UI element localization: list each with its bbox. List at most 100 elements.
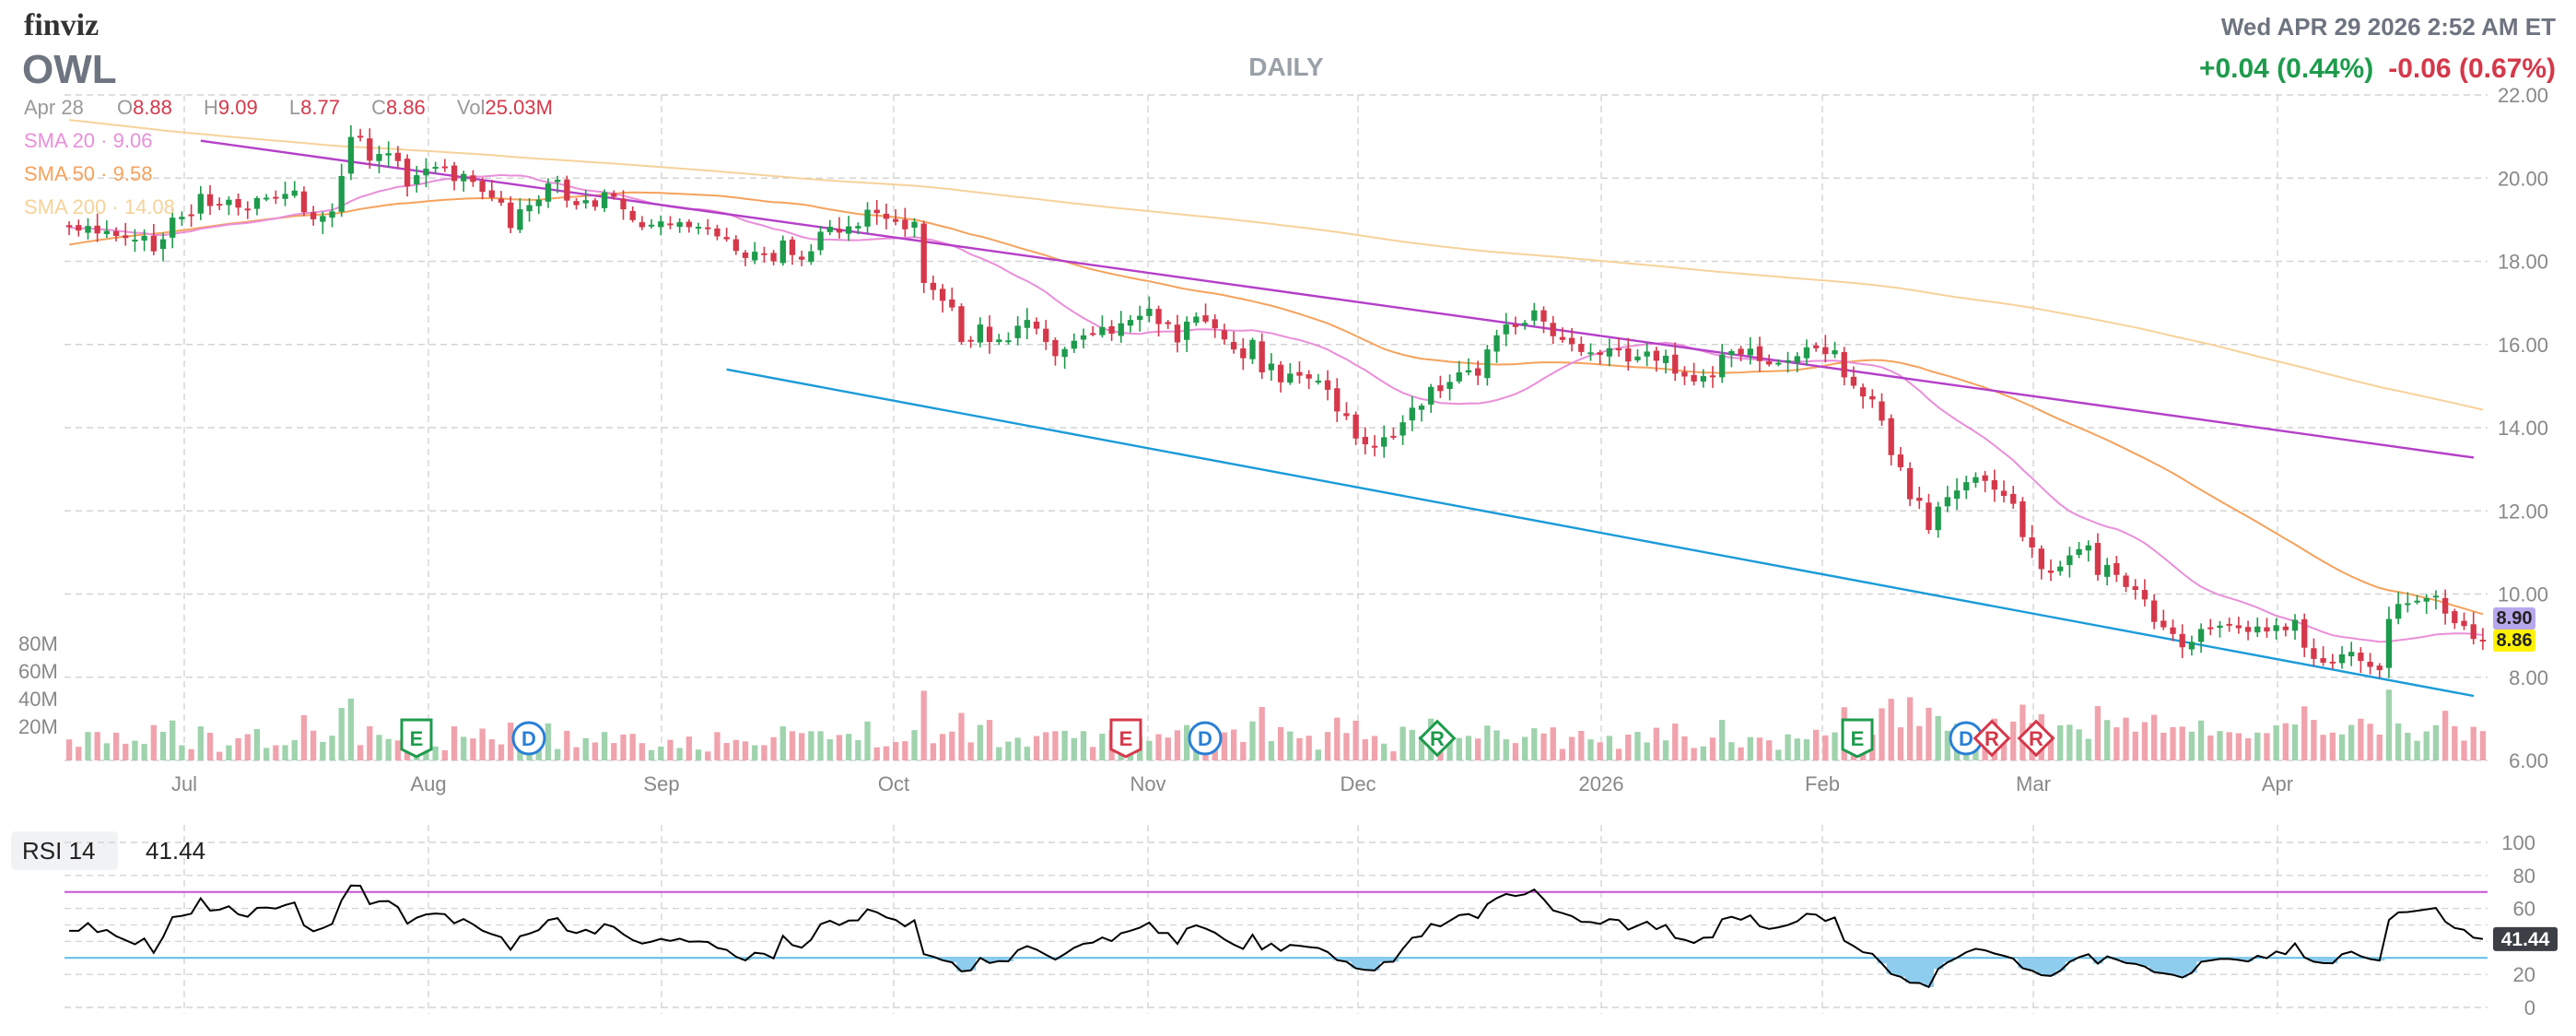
volume-bar (1653, 727, 1660, 760)
volume-bar (2291, 724, 2299, 760)
candle-down (1812, 345, 1820, 348)
candle-down (2235, 625, 2242, 629)
candle-down (1653, 350, 1660, 361)
volume-bar (977, 724, 984, 760)
candle-down (902, 219, 908, 230)
volume-bar (1578, 730, 1585, 760)
volume-bar (1324, 732, 1331, 760)
candle-up (1381, 437, 1388, 447)
candle-up (132, 240, 138, 242)
volume-bar (855, 740, 861, 760)
candle-down (2301, 618, 2308, 648)
event-marker-r[interactable]: R (1973, 719, 2011, 758)
volume-bar (2103, 720, 2111, 760)
candle-up (1719, 354, 1726, 378)
volume-bar (2264, 733, 2270, 760)
candle-up (1493, 335, 1500, 352)
event-marker-d[interactable]: D (1949, 721, 1984, 756)
candle-up (2273, 625, 2279, 631)
event-marker-d[interactable]: D (511, 721, 546, 756)
candle-down (1550, 323, 1556, 336)
rsi-tick-label: 60 (2513, 898, 2535, 921)
candle-down (470, 175, 476, 182)
volume-bar (1484, 725, 1491, 760)
volume-bar (320, 741, 326, 760)
candle-down (1475, 368, 1481, 376)
price-tick-label: 22.00 (2498, 84, 2548, 107)
rsi-label[interactable]: RSI 14 (22, 837, 96, 865)
volume-bar (1521, 736, 1528, 760)
volume-bar (1221, 732, 1228, 760)
volume-bar (244, 734, 251, 760)
candle-down (1221, 330, 1228, 340)
volume-tick-label: 40M (18, 688, 58, 711)
candle-down (394, 152, 402, 161)
sma50-legend[interactable]: SMA 50 · 9.58 (24, 162, 152, 185)
candle-down (949, 299, 955, 308)
event-marker-e[interactable]: E (1841, 718, 1874, 759)
rsi-oversold-fill (2139, 958, 2150, 967)
volume-bar (385, 738, 392, 760)
volume-bar (2320, 735, 2326, 760)
candle-up (1315, 381, 1322, 383)
timeframe-label[interactable]: DAILY (1248, 53, 1324, 81)
candle-down (564, 179, 570, 201)
candle-up (461, 173, 467, 182)
volume-bar (892, 742, 899, 760)
candle-up (2085, 545, 2091, 551)
volume-bar (836, 735, 843, 760)
volume-bar (1587, 739, 1594, 760)
candle-down (488, 190, 495, 198)
volume-bar (461, 736, 467, 760)
candle-up (1071, 340, 1077, 349)
volume-bar (1644, 742, 1650, 760)
volume-bar (2197, 720, 2205, 760)
event-marker-e[interactable]: E (400, 718, 433, 759)
volume-bar (2226, 732, 2232, 760)
candle-down (94, 225, 100, 234)
candle-up (601, 192, 608, 208)
event-marker-e[interactable]: E (1109, 718, 1142, 759)
candle-down (714, 228, 720, 237)
candle-up (1024, 320, 1031, 328)
volume-bar (470, 738, 476, 760)
sma20-legend[interactable]: SMA 20 · 9.06 (24, 129, 152, 152)
trendline-lower (726, 368, 2475, 698)
candle-down (1756, 346, 1763, 361)
volume-bar (930, 743, 937, 760)
candle-down (732, 239, 740, 252)
finviz-logo[interactable]: finviz (24, 8, 99, 42)
event-marker-r[interactable]: R (2017, 719, 2055, 758)
rsi-value-badge: 41.44 (2501, 929, 2550, 950)
sma200-legend[interactable]: SMA 200 · 14.08 (24, 195, 175, 218)
candle-down (1437, 384, 1444, 392)
candle-up (1484, 349, 1491, 379)
candle-down (1766, 360, 1773, 365)
volume-bar (65, 739, 73, 760)
date-tick-label: Oct (878, 772, 909, 795)
candle-down (1174, 324, 1181, 343)
volume-bar (2047, 735, 2055, 760)
volume-bar (188, 748, 194, 760)
volume-bar (2282, 723, 2289, 760)
candle-up (1747, 348, 1753, 356)
sma50-label: SMA 50 (24, 162, 95, 185)
candle-down (2470, 624, 2476, 640)
volume-bar (667, 739, 673, 760)
event-marker-r[interactable]: R (1418, 719, 1457, 758)
candle-up (1014, 325, 1021, 338)
volume-bar (1719, 720, 1726, 760)
candle-up (1456, 371, 1462, 382)
grid: 22.00 20.00 18.00 16.00 14.00 12.00 10.00 8.00 6… (18, 84, 2548, 1014)
candle-down (188, 214, 194, 217)
volume-bar (1287, 731, 1294, 760)
rsi-oversold-fill (2168, 958, 2179, 975)
volume-bar (1090, 747, 1096, 760)
candle-down (1165, 322, 1171, 324)
rsi-oversold-fill (966, 958, 977, 971)
volume-bar (2311, 720, 2317, 760)
rsi-oversold-fill (1886, 958, 1897, 974)
event-marker-d[interactable]: D (1188, 721, 1223, 756)
candle-down (1306, 374, 1312, 379)
